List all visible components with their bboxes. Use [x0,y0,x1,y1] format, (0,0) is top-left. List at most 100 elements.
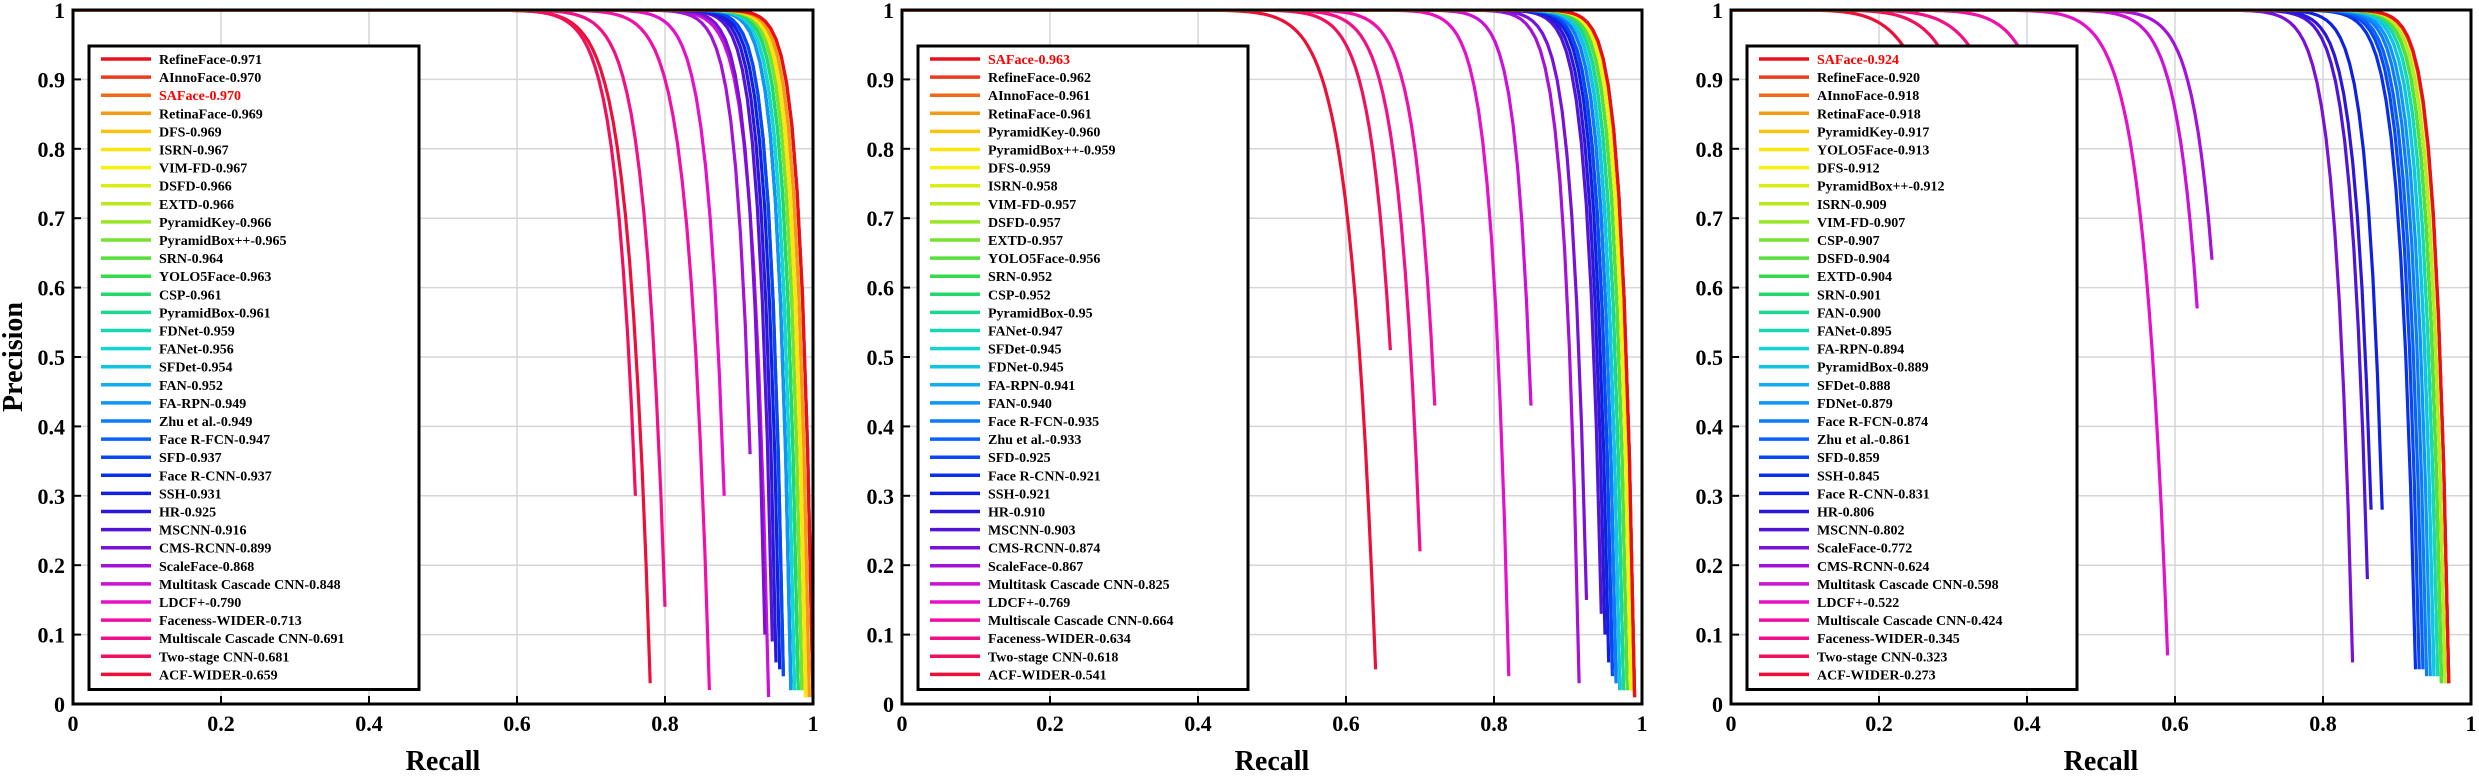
pr-curve-34 [73,10,637,496]
y-tick-label: 0.6 [867,276,895,301]
legend-entry: Face R-FCN-0.947 [159,433,270,448]
legend-entry: MSCNN-0.916 [159,524,247,539]
legend-entry: ACF-WIDER-0.659 [159,668,278,683]
y-tick-label: 0.8 [38,137,66,162]
y-tick-label: 0.4 [1696,414,1724,439]
legend-entry: ScaleFace-0.772 [1817,542,1912,557]
legend: SAFace-0.963 RefineFace-0.962 AInnoFace-0.… [916,44,1250,691]
x-tick-label: 1 [2466,711,2477,736]
legend-entry: FAN-0.900 [1817,306,1881,321]
legend-entry: PyramidBox-0.95 [988,306,1093,321]
legend-entry: CSP-0.961 [159,288,222,303]
pr-curve-32 [1731,10,2073,323]
legend-entry: EXTD-0.966 [159,198,234,213]
x-tick-label: 0.2 [207,711,235,736]
legend-entry: Multitask Cascade CNN-0.848 [159,578,341,593]
y-tick-label: 0.2 [38,553,66,578]
y-tick-label: 0.6 [1696,276,1724,301]
legend-entry: FA-RPN-0.894 [1817,343,1904,358]
legend-entry: Face R-FCN-0.874 [1817,415,1928,430]
x-tick-label: 0.8 [651,711,679,736]
y-tick-label: 0.8 [1696,137,1724,162]
legend-entry: ACF-WIDER-0.273 [1817,668,1936,683]
pr-curve-32 [73,10,711,691]
legend-entry: SSH-0.921 [988,487,1051,502]
pr-curve-33 [73,10,667,607]
legend-entry: EXTD-0.957 [988,234,1063,249]
y-tick-label: 0.1 [38,623,66,648]
legend-entry: RetinaFace-0.961 [988,107,1092,122]
legend-entry: Faceness-WIDER-0.634 [988,632,1131,647]
legend-entry: Two-stage CNN-0.323 [1817,650,1947,665]
legend-entry: FANet-0.947 [988,325,1063,340]
y-tick-label: 0.4 [867,414,895,439]
pr-curve-29 [1731,10,2214,260]
legend-entry: Zhu et al.-0.949 [159,415,252,430]
legend-entry: PyramidKey-0.960 [988,125,1100,140]
legend-entry: Multiscale Cascade CNN-0.664 [988,614,1173,629]
y-tick-label: 0.5 [867,345,895,370]
x-tick-label: 0.2 [1865,711,1893,736]
legend-entry: DSFD-0.966 [159,180,232,195]
legend-entry: FANet-0.895 [1817,325,1892,340]
y-tick-label: 0.2 [1696,553,1724,578]
legend-entry: DFS-0.969 [159,125,222,140]
x-tick-label: 0.6 [2161,711,2189,736]
y-tick-label: 0.4 [38,414,66,439]
legend-entry: SRN-0.901 [1817,288,1881,303]
legend-entry: ScaleFace-0.867 [988,560,1083,575]
legend-entry: Face R-CNN-0.921 [988,469,1101,484]
legend-entry: FDNet-0.959 [159,325,235,340]
legend-entry: Multiscale Cascade CNN-0.691 [159,632,344,647]
legend-entry: Two-stage CNN-0.681 [159,650,289,665]
legend-entry: Face R-FCN-0.935 [988,415,1099,430]
legend-entry: LDCF+-0.790 [159,596,241,611]
legend-entry: HR-0.806 [1817,506,1874,521]
legend-entry: SAFace-0.963 [988,53,1070,68]
y-tick-label: 0.7 [38,206,66,231]
legend: SAFace-0.924 RefineFace-0.920 AInnoFace-0.… [1745,44,2079,691]
y-tick-label: 0.1 [867,623,895,648]
y-axis-label: Precision [0,302,29,412]
legend-entry: AInnoFace-0.918 [1817,89,1919,104]
legend-entry: SRN-0.964 [159,252,223,267]
legend-entry: PyramidBox++-0.965 [159,234,287,249]
legend-entry: RefineFace-0.971 [159,53,262,68]
legend-entry: CSP-0.907 [1817,234,1880,249]
legend-entry: SFD-0.937 [159,451,222,466]
legend-entry: AInnoFace-0.970 [159,71,261,86]
legend-entry: VIM-FD-0.967 [159,162,247,177]
legend-entry: Face R-CNN-0.937 [159,469,272,484]
y-tick-label: 1 [883,0,894,23]
y-tick-label: 0.6 [38,276,66,301]
legend-entry: AInnoFace-0.961 [988,89,1090,104]
legend-entry: SFDet-0.945 [988,343,1062,358]
legend-entry: FA-RPN-0.941 [988,379,1075,394]
y-tick-label: 0.3 [867,484,895,509]
legend-entry: FA-RPN-0.949 [159,397,246,412]
legend-entry: SSH-0.845 [1817,469,1880,484]
legend-entry: Faceness-WIDER-0.713 [159,614,302,629]
legend-entry: LDCF+-0.522 [1817,596,1899,611]
pr-curve-34 [902,10,1392,351]
pr-chart-panel-1: 0 0.2 0.4 0.6 0.8 1 0 0.1 0.2 0.3 0.4 0.5 0.6 0.7 0.8 0… [0,0,819,777]
x-tick-label: 0 [1726,711,1737,736]
legend-entry: HR-0.910 [988,506,1045,521]
legend-entry: HR-0.925 [159,506,216,521]
legend-entry: FAN-0.952 [159,379,223,394]
legend-entry: SAFace-0.970 [159,89,241,104]
legend-entry: Zhu et al.-0.861 [1817,433,1910,448]
legend-entry: SFDet-0.888 [1817,379,1891,394]
legend-entry: FDNet-0.945 [988,361,1064,376]
pr-chart-panel-2: 0 0.2 0.4 0.6 0.8 1 0 0.1 0.2 0.3 0.4 0.5 0.6 0.7 0.8 0… [867,0,1648,777]
legend-entry: Zhu et al.-0.933 [988,433,1081,448]
x-axis-label: Recall [2064,746,2139,777]
legend-entry: DFS-0.912 [1817,162,1880,177]
legend-entry: CSP-0.952 [988,288,1051,303]
x-tick-label: 0 [897,711,908,736]
legend-entry: SFDet-0.954 [159,361,233,376]
x-tick-label: 0.4 [2013,711,2041,736]
legend-entry: SRN-0.952 [988,270,1052,285]
legend-entry: FAN-0.940 [988,397,1052,412]
